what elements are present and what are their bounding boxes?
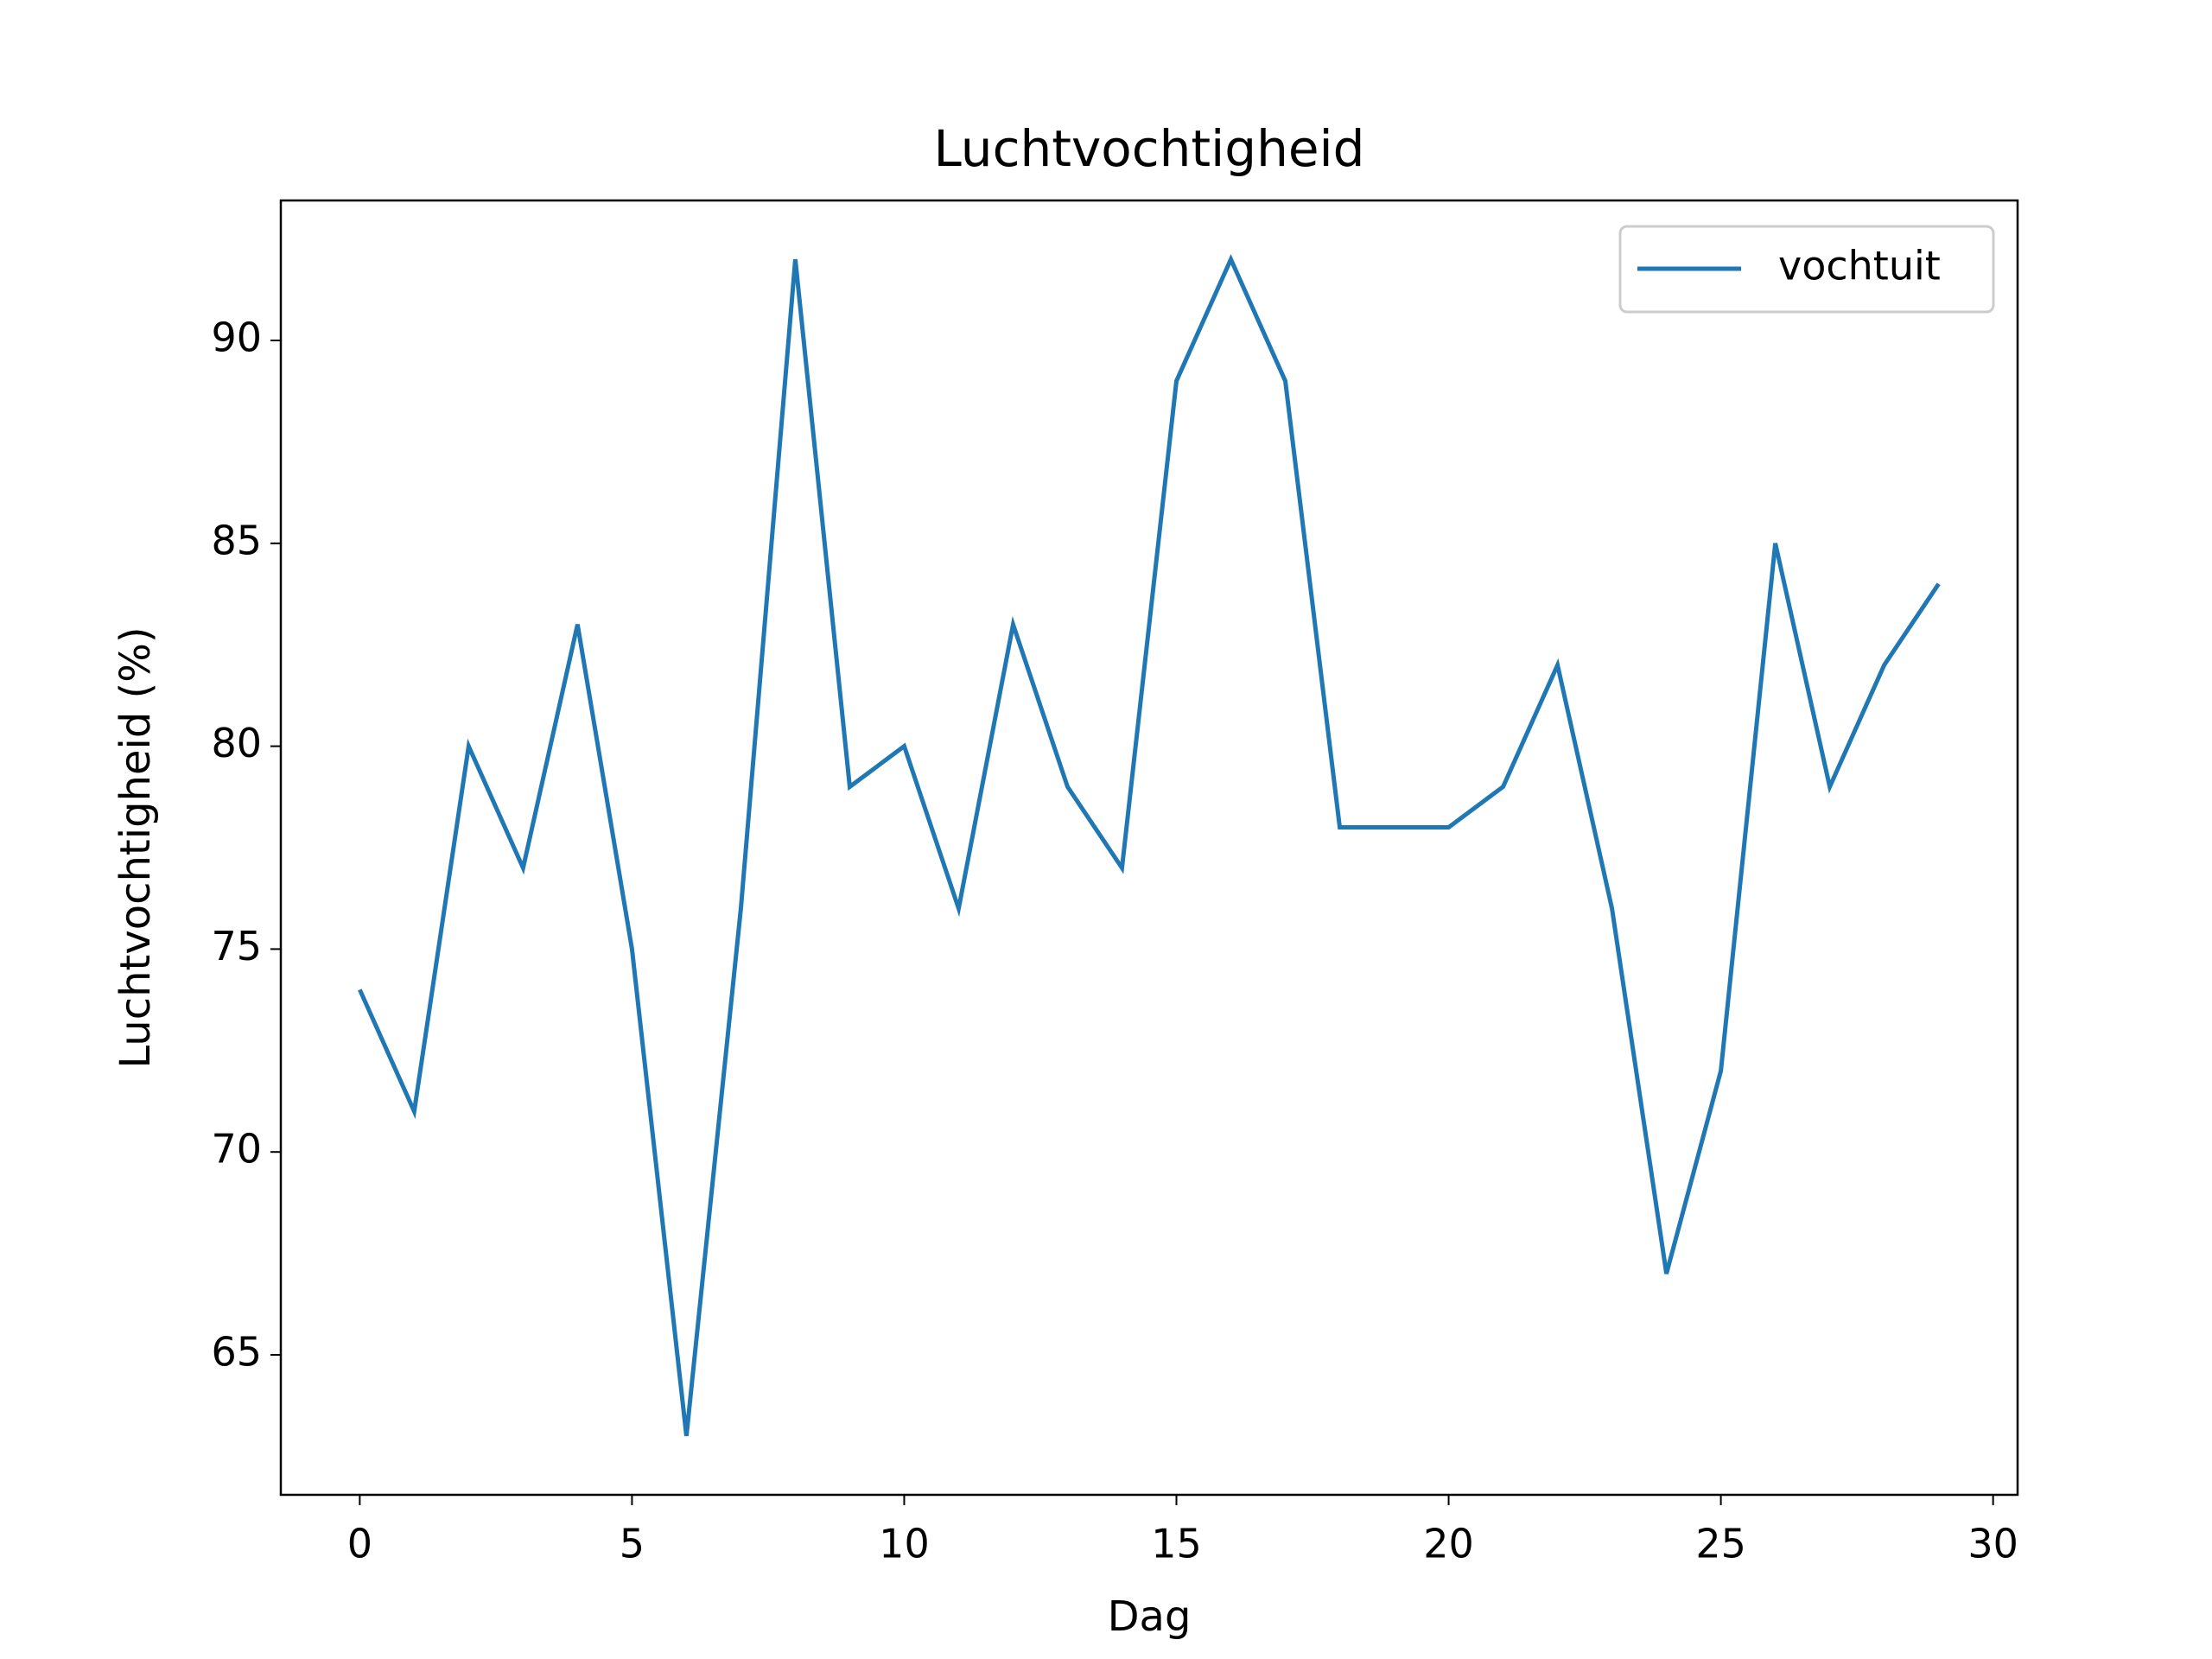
y-tick-label: 65 [211,1328,262,1375]
y-tick-label: 90 [211,315,262,361]
chart-title: Luchtvochtigheid [934,119,1365,178]
legend-label: vochtuit [1778,243,1941,289]
x-tick-label: 20 [1423,1521,1474,1567]
x-tick-label: 5 [620,1521,645,1567]
y-tick-label: 70 [211,1126,262,1173]
x-tick-label: 0 [347,1521,372,1567]
y-tick-label: 85 [211,517,262,563]
y-tick-label: 75 [211,923,262,969]
x-tick-label: 25 [1695,1521,1746,1567]
x-tick-label: 10 [879,1521,930,1567]
y-axis-label: Luchtvochtigheid (%) [111,626,160,1068]
y-tick-label: 80 [211,720,262,766]
x-tick-label: 30 [1967,1521,2018,1567]
legend-box [1618,225,1995,314]
x-tick-label: 15 [1151,1521,1202,1567]
data-line [358,253,1941,1437]
x-axis-label: Dag [1108,1592,1192,1641]
axes-frame [279,199,2019,1497]
